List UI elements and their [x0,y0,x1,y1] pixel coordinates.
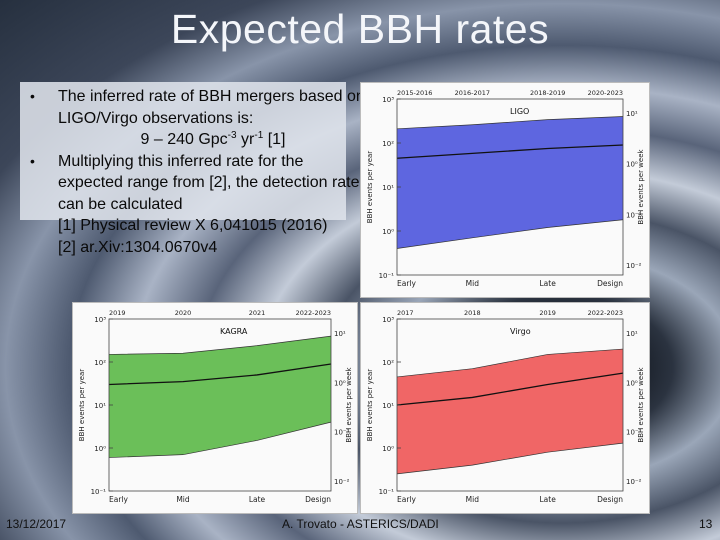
rate-value: 9 – 240 Gpc [140,131,228,148]
y-right-tick-label: 10⁻² [626,262,642,270]
y-right-tick-label: 10¹ [626,330,638,338]
detector-label: LIGO [510,107,529,116]
y-tick-label: 10¹ [382,402,394,410]
y-right-tick-label: 10⁰ [334,379,346,387]
kagra-chart: 10³ 10² 10¹ 10⁰ 10⁻¹ 10¹ 10⁰ 10⁻¹ 10⁻² Early Mid La… [72,302,358,514]
y-right-tick-label: 10⁻¹ [626,429,642,437]
rate-band [397,349,623,474]
y-right-tick-label: 10⁻² [334,478,350,486]
footer-author: A. Trovato - ASTERICS/DADI [282,517,439,531]
y-axis-label: BBH events per year [366,151,374,223]
top-tick-label: 2015-2016 [397,89,432,97]
y-tick-label: 10⁰ [382,228,394,236]
x-tick-label: Design [597,495,623,504]
x-tick-label: Design [597,279,623,288]
x-tick-label: Late [539,495,556,504]
y-right-axis-label: BBH events per week [345,366,353,442]
y-right-tick-label: 10¹ [334,330,346,338]
y-tick-label: 10⁻¹ [379,488,395,496]
x-tick-label: Late [249,495,266,504]
rate-unit: yr [236,131,255,148]
top-tick-label: 2019 [539,309,556,317]
y-tick-label: 10² [382,359,394,367]
y-tick-label: 10³ [94,316,106,324]
top-tick-label: 2019 [109,309,126,317]
x-tick-label: Early [109,495,129,504]
y-tick-label: 10¹ [382,184,394,192]
bullet-text: Multiplying this inferred rate for the e… [58,152,360,213]
y-right-axis-label: BBH events per week [637,148,645,224]
top-tick-label: 2020 [175,309,192,317]
text-box-background [20,82,346,220]
footer-date: 13/12/2017 [6,517,67,531]
footer-page-number: 13 [699,517,713,531]
y-axis-label: BBH events per year [366,369,374,441]
bullet-list: • The inferred rate of BBH mergers based… [28,86,368,258]
upper-line [396,348,624,378]
y-tick-label: 10⁰ [382,445,394,453]
median-line [396,144,624,159]
upper-line [108,335,332,355]
y-right-tick-label: 10⁻¹ [334,429,350,437]
chart-svg: 10³ 10² 10¹ 10⁰ 10⁻¹ 10¹ 10⁰ 10⁻¹ 10⁻² Early Mid La… [366,309,645,504]
rate-exponent: -3 [227,130,237,141]
top-tick-label: 2016-2017 [455,89,490,97]
y-right-tick-label: 10⁰ [626,379,638,387]
virgo-chart: 10³ 10² 10¹ 10⁰ 10⁻¹ 10¹ 10⁰ 10⁻¹ 10⁻² Early Mid La… [360,302,650,514]
y-right-tick-label: 10⁻² [626,478,642,486]
top-tick-label: 2022-2023 [296,309,331,317]
upper-line [396,116,624,130]
top-tick-label: 2020-2023 [588,89,623,97]
x-tick-label: Late [539,279,556,288]
y-tick-label: 10² [382,140,394,148]
top-tick-label: 2022-2023 [588,309,623,317]
x-tick-label: Early [397,495,417,504]
y-tick-label: 10⁰ [94,445,106,453]
top-tick-label: 2021 [249,309,266,317]
y-tick-label: 10⁻¹ [379,272,395,280]
median-line [396,372,624,406]
x-tick-label: Mid [466,279,480,288]
y-tick-label: 10⁻¹ [91,488,107,496]
x-tick-label: Design [305,495,331,504]
detector-label: Virgo [510,327,531,336]
bullet-item: • The inferred rate of BBH mergers based… [28,86,368,129]
median-line [108,363,332,386]
x-tick-label: Early [397,279,417,288]
y-tick-label: 10³ [382,96,394,104]
rate-band [397,116,623,249]
rate-exponent: -1 [254,130,264,141]
lower-line [396,219,624,249]
y-axis-label: BBH events per year [78,369,86,441]
rate-band [109,336,331,458]
y-tick-label: 10¹ [94,402,106,410]
detector-label: KAGRA [220,327,248,336]
rate-line: 9 – 240 Gpc-3 yr-1 [1] [28,129,368,151]
bullet-item: • Multiplying this inferred rate for the… [28,151,368,216]
reference-2: [2] ar.Xiv:1304.0670v4 [58,238,218,256]
lower-line [108,421,332,458]
bullet-dot-icon: • [30,88,35,104]
y-tick-label: 10³ [382,316,394,324]
chart-svg: 10³ 10² 10¹ 10⁰ 10⁻¹ 10¹ 10⁰ 10⁻¹ 10⁻² Early Mid La… [366,89,645,288]
y-right-tick-label: 10⁰ [626,161,638,169]
bullet-dot-icon: • [30,152,35,169]
x-tick-label: Mid [466,495,480,504]
top-tick-label: 2018 [464,309,481,317]
reference-1: [1] Physical review X 6,041015 (2016) [58,217,328,234]
bullet-text: The inferred rate of BBH mergers based o… [58,88,365,127]
ligo-chart: 10³ 10² 10¹ 10⁰ 10⁻¹ 10¹ 10⁰ 10⁻¹ 10⁻² Early Mid La… [360,82,650,298]
y-right-tick-label: 10¹ [626,110,638,118]
lower-line [396,442,624,475]
x-tick-label: Mid [176,495,190,504]
slide-title: Expected BBH rates [170,6,550,52]
y-tick-label: 10² [94,359,106,367]
top-tick-label: 2018-2019 [530,89,565,97]
rate-reference: [1] [263,131,286,148]
chart-svg: 10³ 10² 10¹ 10⁰ 10⁻¹ 10¹ 10⁰ 10⁻¹ 10⁻² Early Mid La… [78,309,353,504]
y-right-axis-label: BBH events per week [637,366,645,442]
top-tick-label: 2017 [397,309,414,317]
y-right-tick-label: 10⁻¹ [626,211,642,219]
